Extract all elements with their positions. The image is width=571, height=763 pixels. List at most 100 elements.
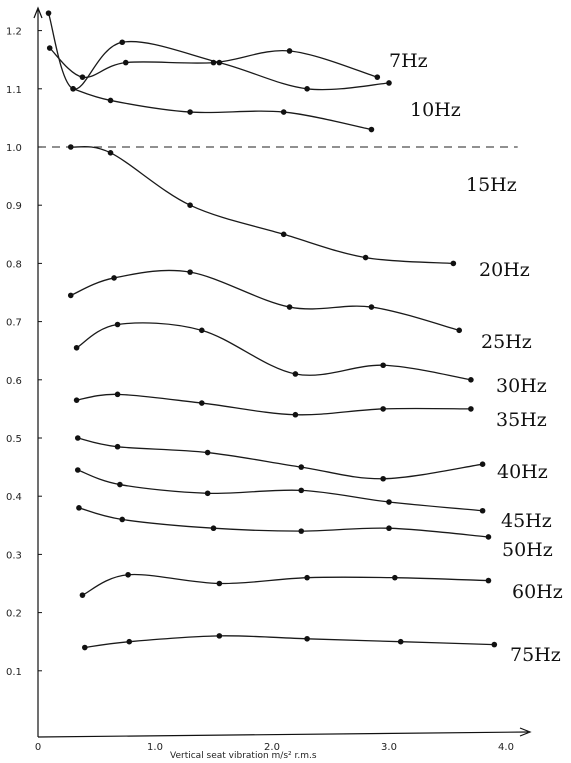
x-tick-label: 3.0 <box>381 742 397 753</box>
data-point <box>45 10 52 16</box>
data-point <box>304 635 310 642</box>
y-tick-label: 0.8 <box>6 259 22 270</box>
series-line <box>47 12 390 91</box>
data-point <box>114 443 121 450</box>
data-point <box>456 327 463 334</box>
x-tick-label: 1.0 <box>147 742 163 753</box>
series-line <box>76 393 471 416</box>
data-point <box>79 592 86 598</box>
data-point <box>204 490 211 497</box>
data-point <box>479 461 486 467</box>
y-tick-label: 0.9 <box>6 201 22 212</box>
series-line <box>72 88 372 131</box>
data-point <box>107 150 114 156</box>
data-point <box>386 525 392 532</box>
data-point <box>374 74 381 80</box>
data-point <box>380 362 386 369</box>
data-point <box>216 580 223 587</box>
series-line <box>84 635 495 649</box>
series-line <box>76 322 472 381</box>
series-label: 30Hz <box>496 375 547 397</box>
data-point <box>79 74 86 80</box>
data-point <box>386 80 392 86</box>
data-point <box>280 109 287 115</box>
axes <box>33 6 532 738</box>
data-point <box>187 269 193 275</box>
data-point <box>286 48 293 54</box>
data-point <box>380 406 386 412</box>
data-point <box>292 371 299 377</box>
data-point <box>119 39 126 46</box>
series-label: 25Hz <box>481 331 532 353</box>
data-point <box>46 45 53 51</box>
data-point <box>292 411 299 418</box>
x-tick-label: 4.0 <box>498 742 514 753</box>
data-point <box>280 231 287 238</box>
data-point <box>368 126 375 133</box>
series-label: 35Hz <box>496 409 547 431</box>
data-point <box>73 397 80 403</box>
data-point <box>386 499 392 505</box>
series-line <box>78 507 489 538</box>
data-point <box>491 641 498 648</box>
series-line <box>77 437 483 480</box>
data-point <box>485 534 492 540</box>
y-tick-label: 1.0 <box>6 143 22 154</box>
y-tick-labels: 0.1 0.2 0.3 0.4 0.5 0.6 0.7 0.8 0.9 1.0 1.1 1.2 <box>6 27 42 678</box>
y-tick-label: 0.7 <box>6 318 22 329</box>
y-tick-label: 0.4 <box>6 492 22 503</box>
data-point <box>298 464 305 470</box>
x-axis <box>37 731 529 738</box>
data-point <box>479 507 486 514</box>
data-point <box>70 86 76 92</box>
data-point <box>114 321 121 328</box>
series-label: 15Hz <box>466 174 517 196</box>
data-point <box>362 254 369 261</box>
data-point <box>187 202 193 208</box>
data-point <box>392 574 398 581</box>
x-tick-label: 0 <box>35 742 41 753</box>
data-point <box>485 577 492 584</box>
data-point <box>286 304 293 310</box>
data-point <box>210 525 217 532</box>
series-label: 7Hz <box>389 50 428 72</box>
data-point <box>199 327 205 334</box>
data-point <box>216 59 223 66</box>
data-point <box>304 86 310 92</box>
series-line <box>82 573 489 596</box>
x-axis-arrow <box>519 727 532 737</box>
data-point <box>304 574 310 581</box>
series-label: 20Hz <box>479 259 530 281</box>
data-point <box>117 481 123 488</box>
y-tick-label: 0.3 <box>6 550 22 561</box>
series-label: 60Hz <box>512 581 563 603</box>
data-point <box>126 638 133 645</box>
series-label: 75Hz <box>510 644 561 666</box>
data-point <box>73 344 80 351</box>
y-tick-label: 1.1 <box>6 85 22 96</box>
data-point <box>187 109 193 115</box>
data-point <box>74 435 81 441</box>
data-point <box>204 449 211 456</box>
y-axis-arrow <box>33 6 43 19</box>
series-points <box>45 10 498 651</box>
y-tick-label: 0.2 <box>6 609 22 620</box>
data-point <box>199 400 205 406</box>
data-point <box>450 260 457 267</box>
series-label: 50Hz <box>502 539 553 561</box>
data-point <box>468 406 474 412</box>
data-point <box>119 516 126 523</box>
data-point <box>216 633 223 639</box>
data-point <box>111 275 117 281</box>
data-point <box>380 475 386 482</box>
series-label: 45Hz <box>501 510 552 532</box>
data-point <box>298 528 305 534</box>
data-point <box>67 144 74 150</box>
data-point <box>468 377 474 383</box>
data-point <box>114 391 121 398</box>
series-line <box>70 145 454 265</box>
y-tick-label: 0.6 <box>6 376 22 387</box>
data-point <box>67 292 74 299</box>
series-label: 40Hz <box>497 461 548 483</box>
y-tick-label: 0.5 <box>6 434 22 445</box>
